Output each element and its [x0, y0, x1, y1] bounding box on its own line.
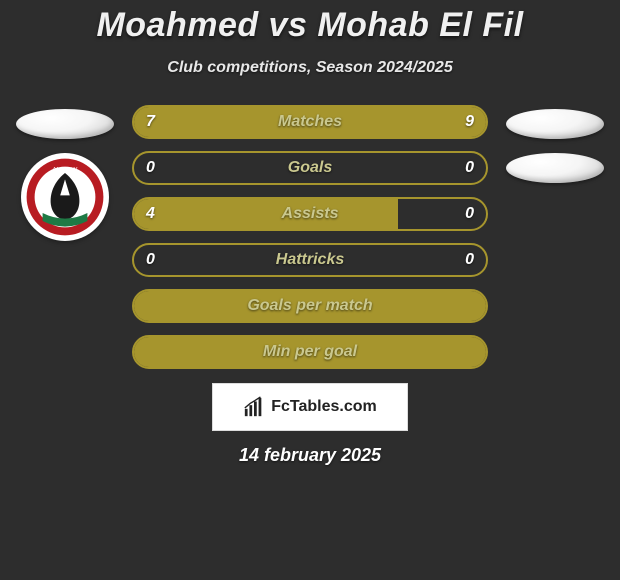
footer-brand-text: FcTables.com: [271, 398, 377, 416]
main-row: AL AHLY 7 9 Matches 0 0 Goals 4 0 Assists 0 0 Hattr…: [0, 105, 620, 369]
bar-value-left: 0: [146, 159, 155, 177]
bar-label: Hattricks: [276, 251, 344, 269]
bar-fill-left: [134, 107, 288, 137]
right-club-badge: [506, 153, 604, 183]
bar-value-right: 0: [465, 251, 474, 269]
left-country-flag: [16, 109, 114, 139]
bar-label: Assists: [282, 205, 339, 223]
bar-label: Goals: [288, 159, 332, 177]
bar-fill-left: [134, 199, 398, 229]
bar-label: Matches: [278, 113, 342, 131]
left-side: AL AHLY: [0, 105, 130, 241]
stats-bars: 7 9 Matches 0 0 Goals 4 0 Assists 0 0 Hattricks Goal…: [130, 105, 490, 369]
comparison-infographic: Moahmed vs Mohab El Fil Club competition…: [0, 0, 620, 580]
stat-bar: 7 9 Matches: [132, 105, 488, 139]
stat-bar: 4 0 Assists: [132, 197, 488, 231]
date-text: 14 february 2025: [0, 445, 620, 466]
bar-value-right: 0: [465, 159, 474, 177]
bar-value-left: 4: [146, 205, 155, 223]
stat-bar: Min per goal: [132, 335, 488, 369]
al-ahly-crest-icon: AL AHLY: [25, 157, 105, 237]
subtitle: Club competitions, Season 2024/2025: [0, 59, 620, 77]
left-club-badge: AL AHLY: [21, 153, 109, 241]
bar-value-right: 0: [465, 205, 474, 223]
bar-value-left: 0: [146, 251, 155, 269]
chart-icon: [243, 396, 265, 418]
right-side: [490, 105, 620, 183]
bar-value-left: 7: [146, 113, 155, 131]
right-country-flag: [506, 109, 604, 139]
bar-label: Min per goal: [263, 343, 357, 361]
bar-label: Goals per match: [247, 297, 372, 315]
stat-bar: 0 0 Goals: [132, 151, 488, 185]
page-title: Moahmed vs Mohab El Fil: [0, 6, 620, 45]
svg-text:AL AHLY: AL AHLY: [52, 166, 78, 173]
footer-brand-badge: FcTables.com: [212, 383, 408, 431]
stat-bar: Goals per match: [132, 289, 488, 323]
stat-bar: 0 0 Hattricks: [132, 243, 488, 277]
bar-value-right: 9: [465, 113, 474, 131]
